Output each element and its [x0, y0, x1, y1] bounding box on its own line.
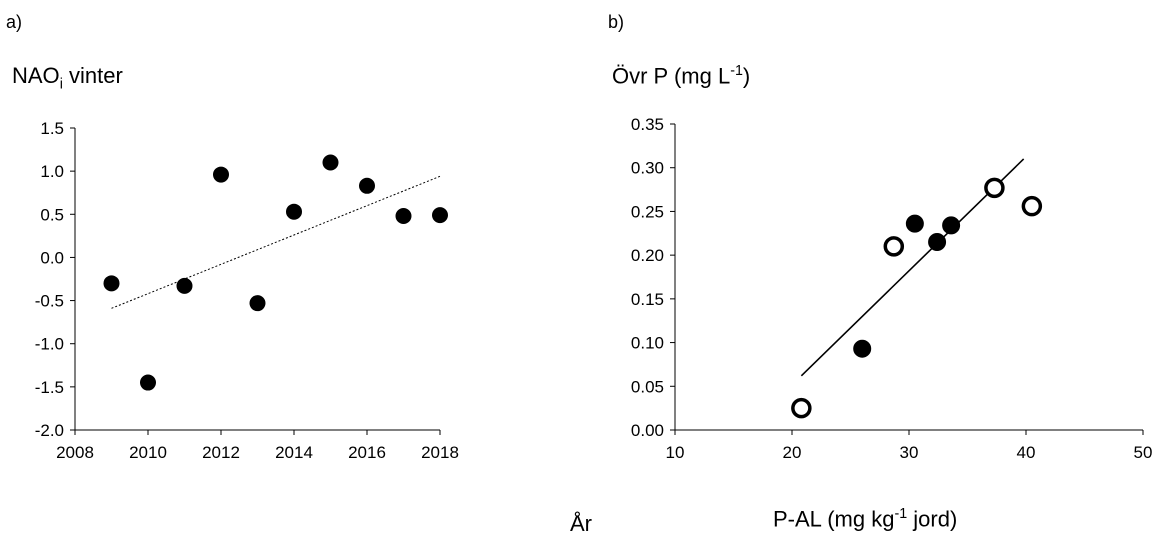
chart-b-y-tick-label: 0.35	[631, 115, 664, 134]
chart-a-y-tick-label: -2.0	[35, 421, 64, 440]
chart-a-y-axis-title: NAOi vinter	[12, 63, 123, 92]
chart-b-x-tick-label: 20	[783, 443, 802, 462]
chart-b-x-title-main: P-AL (mg kg	[773, 506, 895, 532]
chart-a-y-title-sub: i	[59, 76, 63, 93]
chart-a-x-tick-label: 2016	[348, 443, 386, 462]
panel-label-b: b)	[608, 12, 625, 32]
chart-b-y-tick-label: 0.10	[631, 334, 664, 353]
chart-b-y-title-rest: )	[742, 63, 751, 89]
chart-b-open-point	[1021, 195, 1043, 217]
chart-a-x-axis-title: År	[570, 511, 592, 536]
chart-b-filled-point	[853, 339, 872, 358]
chart-a-x-tick-label: 2010	[129, 443, 167, 462]
chart-b-filled-point	[942, 216, 961, 235]
chart-b-y-tick-label: 0.20	[631, 246, 664, 265]
chart-b-y-title-main: Övr P (mg L	[612, 63, 731, 89]
chart-a-y-tick-label: -0.5	[35, 292, 64, 311]
chart-a-x-tick-label: 2008	[56, 443, 94, 462]
chart-a-filled-point	[322, 154, 339, 171]
chart-b-y-tick-label: 0.00	[631, 421, 664, 440]
chart-a-y-tick-label: 0.0	[40, 248, 64, 267]
chart-a-filled-point	[395, 208, 412, 225]
chart-a-y-tick-label: -1.5	[35, 378, 64, 397]
chart-a-filled-point	[213, 166, 229, 183]
chart-b-y-tick-label: 0.15	[631, 290, 664, 309]
chart-a-filled-point	[359, 177, 375, 194]
chart-b-x-title-sup: -1	[894, 506, 908, 522]
chart-b-x-title-rest: jord)	[907, 506, 958, 532]
chart-a-filled-point	[432, 207, 448, 224]
chart-b-open-point	[984, 177, 1005, 199]
chart-b-y-title-sup: -1	[730, 63, 743, 79]
chart-a-y-tick-label: -1.0	[35, 335, 64, 354]
chart-b-trendline	[800, 158, 1025, 377]
chart-b-x-tick-label: 50	[1134, 443, 1153, 462]
chart-a-trendline	[111, 175, 441, 309]
chart-b-x-axis-title: P-AL (mg kg-1 jord)	[773, 506, 957, 532]
chart-a-y-title-rest: vinter	[62, 63, 123, 88]
chart-a-filled-point	[249, 295, 266, 312]
chart-a-filled-point	[103, 275, 120, 292]
panel-label-a: a)	[6, 12, 23, 32]
chart-b-filled-point	[905, 214, 924, 233]
chart-a-filled-point	[286, 203, 302, 220]
chart-b-y-tick-label: 0.30	[631, 159, 664, 178]
chart-b-x-tick-label: 30	[900, 443, 919, 462]
chart-a-filled-point	[140, 374, 156, 391]
chart-b-filled-point	[928, 233, 947, 252]
chart-a-y-title-main: NAO	[12, 63, 60, 88]
chart-b-y-tick-label: 0.25	[631, 202, 664, 221]
chart-b-open-point	[791, 397, 812, 419]
chart-a-y-tick-label: 0.5	[40, 205, 64, 224]
chart-b-y-tick-label: 0.05	[631, 377, 664, 396]
chart-a-x-tick-label: 2012	[202, 443, 240, 462]
chart-b-x-tick-label: 10	[666, 443, 685, 462]
chart-a-filled-point	[176, 277, 193, 294]
chart-a-x-tick-label: 2014	[275, 443, 313, 462]
chart-b-x-tick-label: 40	[1017, 443, 1036, 462]
chart-a-y-tick-label: 1.0	[40, 162, 64, 181]
chart-a-x-tick-label: 2018	[421, 443, 459, 462]
chart-b-open-point	[883, 236, 905, 257]
chart-a-y-tick-label: 1.5	[40, 119, 64, 138]
chart-b-y-axis-title: Övr P (mg L-1)	[612, 63, 750, 89]
